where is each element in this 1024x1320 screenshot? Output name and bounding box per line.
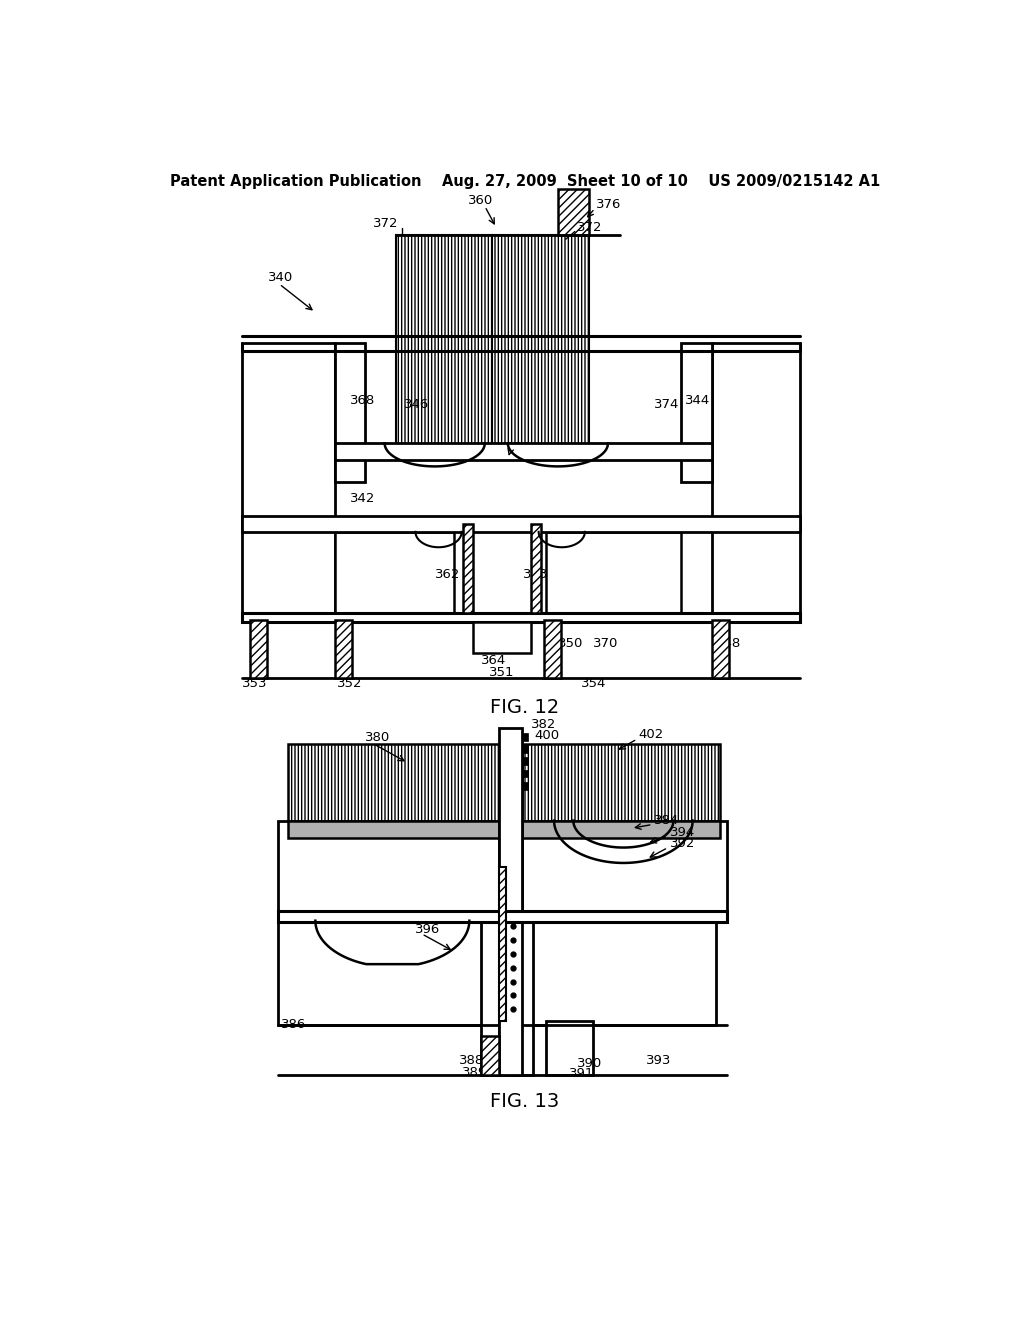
- Text: 384: 384: [654, 814, 679, 828]
- Bar: [521, 743, 720, 822]
- Bar: [547, 532, 681, 612]
- Text: 391: 391: [569, 1067, 595, 1080]
- Text: 372: 372: [578, 222, 603, 234]
- Bar: [335, 532, 454, 612]
- Text: 360: 360: [468, 194, 494, 207]
- Bar: [499, 867, 506, 1020]
- Bar: [547, 1020, 593, 1074]
- Text: 402: 402: [639, 727, 664, 741]
- Bar: [481, 1036, 500, 1074]
- Bar: [289, 821, 499, 838]
- Text: 350: 350: [558, 638, 584, 649]
- Bar: [473, 622, 531, 653]
- Bar: [681, 343, 712, 482]
- Text: 392: 392: [670, 837, 695, 850]
- Bar: [279, 921, 499, 1024]
- Text: 351: 351: [488, 667, 514, 680]
- Text: 389: 389: [462, 1065, 486, 1078]
- Text: Patent Application Publication    Aug. 27, 2009  Sheet 10 of 10    US 2009/02151: Patent Application Publication Aug. 27, …: [170, 174, 880, 189]
- Bar: [521, 921, 716, 1024]
- Bar: [335, 343, 366, 482]
- Bar: [250, 620, 267, 678]
- Text: 390: 390: [578, 1056, 602, 1069]
- Text: 363: 363: [523, 568, 549, 581]
- Text: 346: 346: [403, 399, 429, 412]
- Text: 372: 372: [373, 218, 398, 231]
- Bar: [279, 821, 499, 913]
- Bar: [243, 612, 801, 622]
- Text: 388: 388: [460, 1055, 484, 1068]
- Text: FIG. 13: FIG. 13: [490, 1092, 559, 1111]
- Text: 348: 348: [716, 638, 741, 649]
- Text: 394: 394: [670, 825, 695, 838]
- Bar: [558, 189, 589, 235]
- Text: 380: 380: [366, 731, 391, 744]
- Bar: [279, 911, 727, 923]
- Bar: [521, 758, 528, 766]
- Text: 374: 374: [654, 399, 680, 412]
- Bar: [521, 770, 528, 777]
- Bar: [521, 733, 528, 741]
- Text: 366: 366: [506, 441, 531, 454]
- Bar: [515, 921, 532, 1074]
- Bar: [396, 235, 493, 445]
- Bar: [521, 781, 528, 789]
- Bar: [712, 343, 801, 612]
- Text: 354: 354: [581, 677, 606, 690]
- Bar: [335, 620, 351, 678]
- Bar: [243, 343, 335, 612]
- Text: 340: 340: [267, 271, 293, 284]
- Text: 344: 344: [685, 395, 711, 408]
- Text: 376: 376: [596, 198, 622, 211]
- Text: FIG. 12: FIG. 12: [490, 698, 559, 717]
- Bar: [463, 524, 473, 612]
- Bar: [289, 743, 499, 822]
- Bar: [521, 821, 720, 838]
- Text: 393: 393: [646, 1055, 672, 1068]
- Bar: [493, 235, 589, 445]
- Text: 370: 370: [593, 638, 617, 649]
- Text: 400: 400: [535, 730, 560, 742]
- Text: 352: 352: [337, 677, 362, 690]
- Text: 362: 362: [435, 568, 461, 581]
- Text: 386: 386: [281, 1018, 306, 1031]
- Text: 396: 396: [416, 924, 440, 936]
- Bar: [544, 620, 561, 678]
- Text: 368: 368: [350, 395, 375, 408]
- Bar: [712, 620, 729, 678]
- Bar: [531, 524, 541, 612]
- Text: 353: 353: [243, 677, 267, 690]
- Bar: [243, 516, 801, 532]
- Bar: [521, 744, 528, 752]
- Text: 382: 382: [531, 718, 556, 731]
- Text: 364: 364: [481, 653, 506, 667]
- Bar: [481, 921, 500, 1074]
- Bar: [499, 729, 521, 1074]
- Text: 342: 342: [350, 492, 376, 506]
- Bar: [521, 821, 727, 913]
- Bar: [335, 444, 712, 461]
